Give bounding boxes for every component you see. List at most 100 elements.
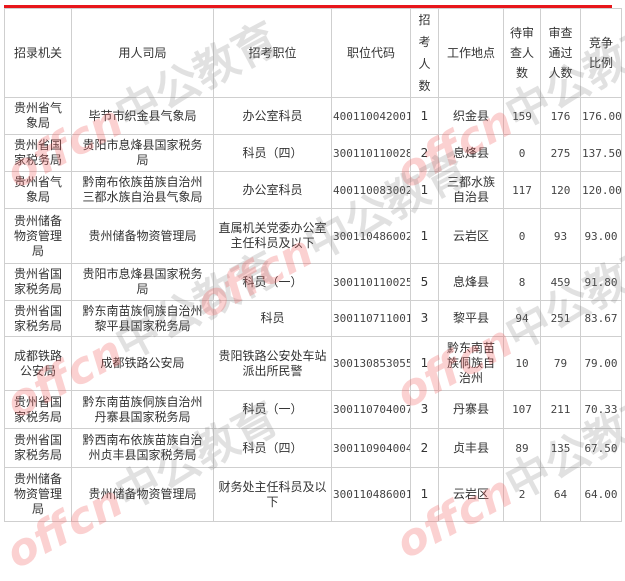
header-agency: 招录机关 — [4, 8, 72, 98]
cell-location: 云岩区 — [438, 467, 504, 522]
cell-code: 300130853055 — [331, 336, 411, 391]
cell-approved: 459 — [540, 263, 581, 301]
cell-department: 贵州储备物资管理局 — [71, 208, 214, 264]
header-position: 招考职位 — [213, 8, 332, 98]
cell-code: 400110083002 — [331, 171, 411, 209]
header-quota: 招考人数 — [410, 8, 439, 98]
table-row: 贵州省国家税务局 黔东南苗族侗族自治州丹寨县国家税务局 科员（一） 300110704… — [4, 390, 622, 429]
cell-position: 财务处主任科员及以下 — [213, 467, 332, 522]
cell-department: 黔东南苗族侗族自治州丹寨县国家税务局 — [71, 390, 214, 429]
cell-ratio: 79.00 — [580, 336, 622, 391]
table-row: 贵州省气象局 黔南布依族苗族自治州三都水族自治县气象局 办公室科员 400110083… — [4, 171, 622, 209]
cell-pending: 94 — [503, 300, 541, 337]
cell-approved: 64 — [540, 467, 581, 522]
cell-position: 科员（四） — [213, 428, 332, 468]
cell-code: 300110486002 — [331, 208, 411, 264]
cell-location: 丹寨县 — [438, 390, 504, 429]
cell-pending: 117 — [503, 171, 541, 209]
cell-department: 贵州储备物资管理局 — [71, 467, 214, 522]
cell-department: 黔西南布依族苗族自治州贞丰县国家税务局 — [71, 428, 214, 468]
cell-agency: 贵州省国家税务局 — [4, 134, 72, 172]
table-row: 贵州省国家税务局 黔西南布依族苗族自治州贞丰县国家税务局 科员（四） 30011090… — [4, 428, 622, 468]
cell-approved: 120 — [540, 171, 581, 209]
header-ratio: 竞争比例 — [580, 8, 622, 98]
cell-quota: 1 — [410, 336, 439, 391]
cell-quota: 2 — [410, 428, 439, 468]
cell-position: 贵阳铁路公安处车站派出所民警 — [213, 336, 332, 391]
cell-code: 300110110025 — [331, 263, 411, 301]
table-row: 贵州省国家税务局 黔东南苗族侗族自治州黎平县国家税务局 科员 300110711001… — [4, 300, 622, 337]
table-row: 贵州储备物资管理局 贵州储备物资管理局 财务处主任科员及以下 300110486001… — [4, 467, 622, 522]
cell-pending: 0 — [503, 208, 541, 264]
cell-quota: 2 — [410, 134, 439, 172]
cell-position: 科员（四） — [213, 134, 332, 172]
cell-approved: 211 — [540, 390, 581, 429]
cell-approved: 135 — [540, 428, 581, 468]
cell-code: 300110704007 — [331, 390, 411, 429]
cell-agency: 贵州省国家税务局 — [4, 263, 72, 301]
cell-location: 云岩区 — [438, 208, 504, 264]
header-code: 职位代码 — [331, 8, 411, 98]
cell-location: 息烽县 — [438, 134, 504, 172]
cell-department: 贵阳市息烽县国家税务局 — [71, 134, 214, 172]
cell-quota: 3 — [410, 300, 439, 337]
accent-line — [4, 5, 612, 8]
cell-location: 织金县 — [438, 97, 504, 135]
cell-approved: 93 — [540, 208, 581, 264]
cell-pending: 159 — [503, 97, 541, 135]
cell-quota: 1 — [410, 208, 439, 264]
cell-ratio: 83.67 — [580, 300, 622, 337]
cell-code: 300110110028 — [331, 134, 411, 172]
cell-pending: 89 — [503, 428, 541, 468]
cell-location: 息烽县 — [438, 263, 504, 301]
cell-agency: 贵州省国家税务局 — [4, 428, 72, 468]
cell-ratio: 120.00 — [580, 171, 622, 209]
cell-pending: 0 — [503, 134, 541, 172]
results-table: 招录机关 用人司局 招考职位 职位代码 招考人数 工作地点 待审查人数 审查通过… — [4, 8, 622, 522]
cell-department: 黔东南苗族侗族自治州黎平县国家税务局 — [71, 300, 214, 337]
cell-ratio: 64.00 — [580, 467, 622, 522]
cell-ratio: 91.80 — [580, 263, 622, 301]
cell-pending: 107 — [503, 390, 541, 429]
cell-location: 三都水族自治县 — [438, 171, 504, 209]
cell-code: 400110042001 — [331, 97, 411, 135]
cell-pending: 10 — [503, 336, 541, 391]
cell-code: 300110904004 — [331, 428, 411, 468]
cell-position: 科员（一） — [213, 263, 332, 301]
table-row: 贵州省国家税务局 贵阳市息烽县国家税务局 科员（一） 300110110025 5 息烽县… — [4, 263, 622, 301]
cell-approved: 275 — [540, 134, 581, 172]
cell-location: 贞丰县 — [438, 428, 504, 468]
cell-approved: 176 — [540, 97, 581, 135]
cell-agency: 贵州省国家税务局 — [4, 300, 72, 337]
cell-quota: 1 — [410, 171, 439, 209]
header-location: 工作地点 — [438, 8, 504, 98]
cell-position: 办公室科员 — [213, 97, 332, 135]
cell-ratio: 67.50 — [580, 428, 622, 468]
table-row: 成都铁路公安局 成都铁路公安局 贵阳铁路公安处车站派出所民警 300130853055… — [4, 336, 622, 391]
cell-approved: 251 — [540, 300, 581, 337]
cell-ratio: 70.33 — [580, 390, 622, 429]
header-approved: 审查通过人数 — [540, 8, 581, 98]
cell-quota: 5 — [410, 263, 439, 301]
cell-ratio: 93.00 — [580, 208, 622, 264]
cell-position: 科员 — [213, 300, 332, 337]
cell-pending: 8 — [503, 263, 541, 301]
cell-code: 300110486001 — [331, 467, 411, 522]
table-row: 贵州储备物资管理局 贵州储备物资管理局 直属机关党委办公室主任科员及以下 300110… — [4, 208, 622, 264]
cell-department: 成都铁路公安局 — [71, 336, 214, 391]
cell-ratio: 137.50 — [580, 134, 622, 172]
cell-quota: 1 — [410, 97, 439, 135]
cell-agency: 贵州省国家税务局 — [4, 390, 72, 429]
cell-ratio: 176.00 — [580, 97, 622, 135]
cell-agency: 贵州省气象局 — [4, 171, 72, 209]
cell-approved: 79 — [540, 336, 581, 391]
cell-location: 黎平县 — [438, 300, 504, 337]
cell-agency: 贵州储备物资管理局 — [4, 208, 72, 264]
cell-position: 直属机关党委办公室主任科员及以下 — [213, 208, 332, 264]
table-row: 贵州省气象局 毕节市织金县气象局 办公室科员 400110042001 1 织金县 159 1… — [4, 97, 622, 135]
cell-pending: 2 — [503, 467, 541, 522]
cell-agency: 成都铁路公安局 — [4, 336, 72, 391]
cell-position: 科员（一） — [213, 390, 332, 429]
cell-agency: 贵州储备物资管理局 — [4, 467, 72, 522]
header-row: 招录机关 用人司局 招考职位 职位代码 招考人数 工作地点 待审查人数 审查通过… — [4, 8, 622, 98]
